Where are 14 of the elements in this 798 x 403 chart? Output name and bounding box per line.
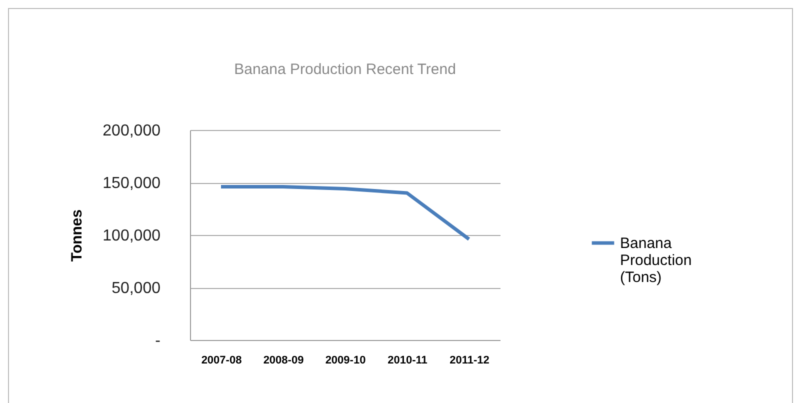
- x-tick-label: 2007-08: [201, 354, 242, 366]
- line-series: [219, 184, 471, 241]
- chart-title: Banana Production Recent Trend: [234, 61, 456, 78]
- x-tick-label: 2008-09: [263, 354, 304, 366]
- y-tick-label: 100,000: [102, 228, 161, 244]
- x-tick-label: 2010-11: [388, 354, 428, 366]
- y-tick-label: 200,000: [102, 122, 161, 140]
- x-tick-label: 2009-10: [325, 354, 366, 366]
- x-tick-label: 2011-12: [450, 354, 490, 366]
- y-tick-label: 50,000: [112, 280, 161, 297]
- y-tick-label: -: [155, 332, 160, 350]
- legend-label: Banana Production (Tons): [620, 235, 692, 286]
- y-axis-title: Tonnes: [68, 209, 86, 262]
- y-tick-label: 150,000: [102, 175, 161, 192]
